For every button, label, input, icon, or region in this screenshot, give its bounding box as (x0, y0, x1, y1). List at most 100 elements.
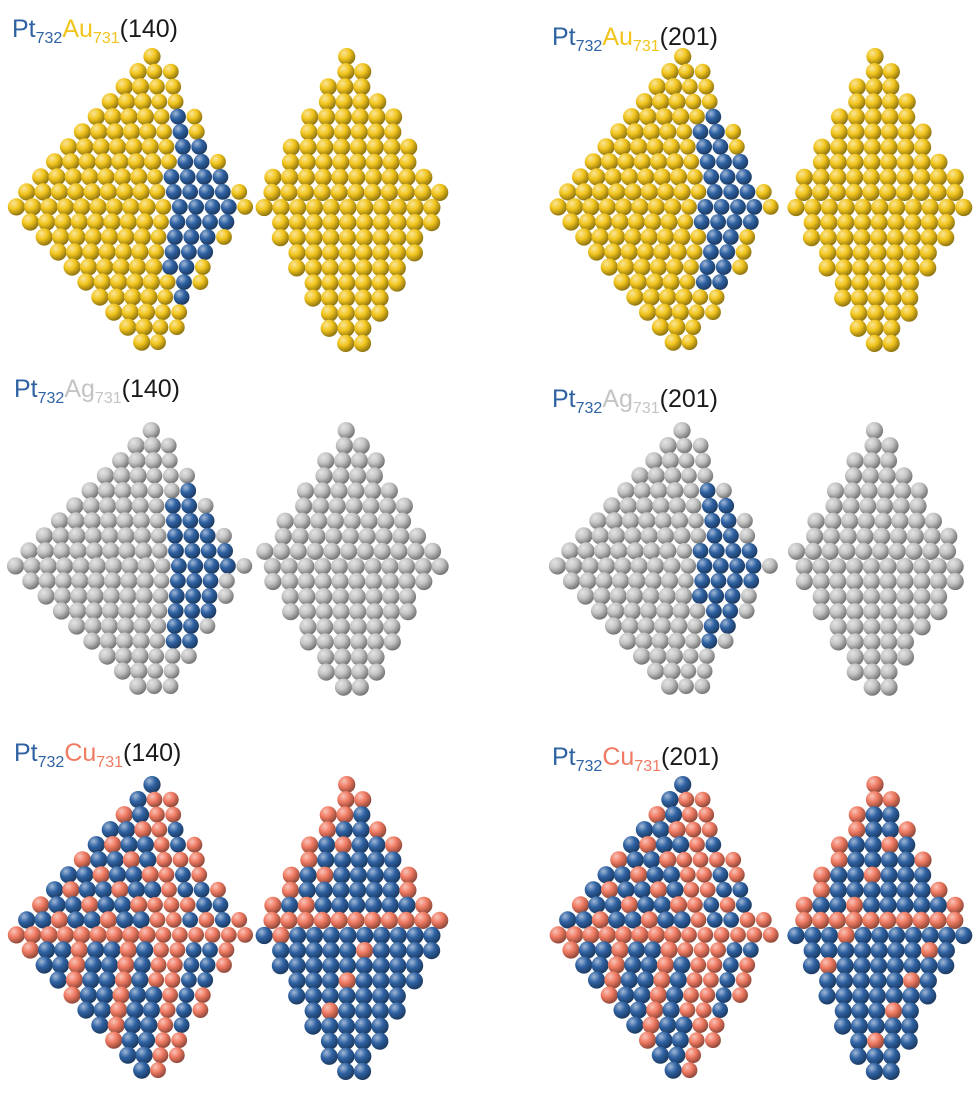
atom (864, 437, 882, 455)
atom (339, 942, 357, 960)
atom (364, 911, 382, 930)
atom (210, 153, 226, 170)
atom (694, 63, 711, 80)
atom (642, 1016, 660, 1034)
atom (879, 588, 897, 606)
atom (126, 1001, 144, 1019)
atom (879, 168, 897, 186)
atom (741, 588, 757, 604)
miller-index: (140) (121, 375, 180, 403)
atom (676, 851, 693, 868)
atom (99, 911, 117, 929)
atom (835, 972, 854, 990)
atom (699, 987, 716, 1003)
atom (338, 957, 357, 975)
atom (903, 957, 921, 975)
atom (639, 602, 658, 620)
atom (160, 437, 177, 454)
atom (662, 138, 681, 156)
atom (367, 452, 385, 470)
atom (938, 198, 956, 217)
atom (122, 123, 140, 141)
atom (305, 214, 323, 232)
atom (846, 452, 864, 470)
atom (728, 866, 745, 883)
atom (293, 512, 311, 530)
atom (723, 184, 739, 200)
atom (314, 896, 332, 914)
atom (685, 821, 702, 838)
atom (316, 138, 334, 156)
atom (172, 123, 189, 140)
atom (716, 153, 732, 170)
atom (921, 198, 939, 217)
atom (50, 183, 68, 201)
atom (341, 527, 359, 545)
atom (613, 1001, 631, 1019)
atom (699, 881, 716, 898)
atom (102, 542, 120, 560)
atom (297, 896, 315, 914)
atom (871, 926, 889, 945)
atom (850, 1032, 868, 1050)
atom (929, 168, 948, 186)
atom (821, 542, 839, 560)
atom (119, 318, 137, 336)
atom (369, 93, 387, 111)
atom (136, 108, 154, 126)
atom (383, 138, 401, 156)
atom (315, 588, 333, 606)
atom (156, 851, 173, 868)
atom (364, 168, 383, 186)
atom (354, 1002, 373, 1020)
atom (819, 229, 837, 247)
atom (862, 572, 881, 591)
atom (868, 1002, 886, 1020)
atom (167, 821, 184, 838)
atom (842, 497, 860, 515)
atom (337, 334, 355, 352)
atom (863, 153, 881, 171)
atom (639, 1031, 657, 1049)
atom (333, 633, 351, 651)
atom (913, 168, 931, 186)
atom (937, 957, 955, 975)
atom (354, 274, 373, 292)
atom (732, 987, 748, 1003)
atom (323, 542, 341, 560)
atom (289, 926, 307, 945)
atom (150, 334, 166, 351)
atom (664, 333, 682, 351)
atom (288, 987, 306, 1005)
atom (382, 153, 400, 171)
atom (214, 184, 231, 200)
atom (604, 168, 622, 186)
atom (50, 911, 68, 929)
atom (365, 603, 384, 621)
atom (676, 543, 693, 559)
atom (902, 987, 920, 1005)
atom (671, 303, 689, 321)
atom (807, 512, 825, 530)
atom (32, 896, 50, 914)
atom (120, 572, 138, 590)
atom (274, 527, 292, 545)
atom (101, 602, 119, 620)
atom (898, 821, 916, 839)
atom (659, 123, 677, 141)
atom (955, 198, 973, 217)
atom (663, 662, 681, 680)
atom (53, 542, 71, 560)
atom (120, 836, 138, 854)
atom (874, 512, 892, 530)
atom (129, 791, 147, 809)
atom (111, 881, 129, 899)
atom (675, 288, 693, 306)
atom (656, 228, 675, 246)
atom (406, 957, 424, 975)
atom (894, 482, 912, 500)
atom (819, 244, 837, 262)
atom (297, 168, 315, 186)
atom (389, 972, 407, 990)
atom (220, 927, 237, 943)
